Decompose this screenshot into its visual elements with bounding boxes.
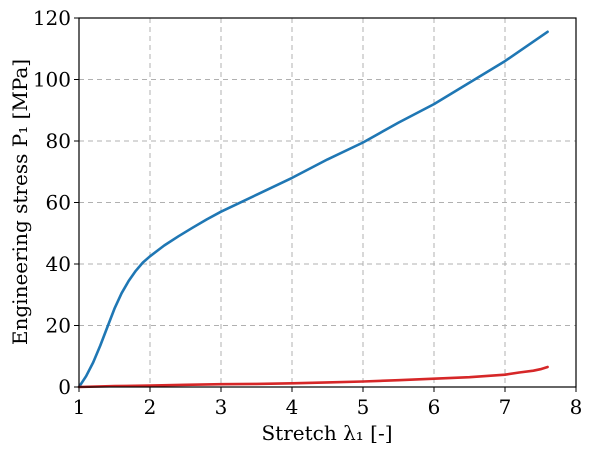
- y-tick-label: 60: [46, 191, 71, 215]
- y-tick-label: 20: [46, 314, 71, 338]
- y-tick-label: 0: [58, 375, 71, 399]
- x-tick-label: 2: [144, 395, 157, 419]
- grid: [79, 18, 576, 387]
- y-tick-label: 120: [33, 6, 71, 30]
- series-line-2: [77, 365, 549, 389]
- x-axis-label: Stretch λ₁ [-]: [261, 421, 392, 445]
- x-tick-label: 3: [215, 395, 228, 419]
- y-tick-label: 80: [46, 129, 71, 153]
- series-layer: [77, 30, 549, 389]
- y-tick-label: 40: [46, 252, 71, 276]
- x-tick-label: 7: [499, 395, 512, 419]
- y-tick-label: 100: [33, 68, 71, 92]
- x-tick-label: 8: [570, 395, 583, 419]
- series-line-1: [77, 30, 549, 389]
- y-axis-label: Engineering stress P₁ [MPa]: [8, 59, 32, 345]
- x-tick-label: 5: [357, 395, 370, 419]
- x-tick-label: 4: [286, 395, 299, 419]
- x-tick-label: 6: [428, 395, 441, 419]
- x-tick-label: 1: [73, 395, 86, 419]
